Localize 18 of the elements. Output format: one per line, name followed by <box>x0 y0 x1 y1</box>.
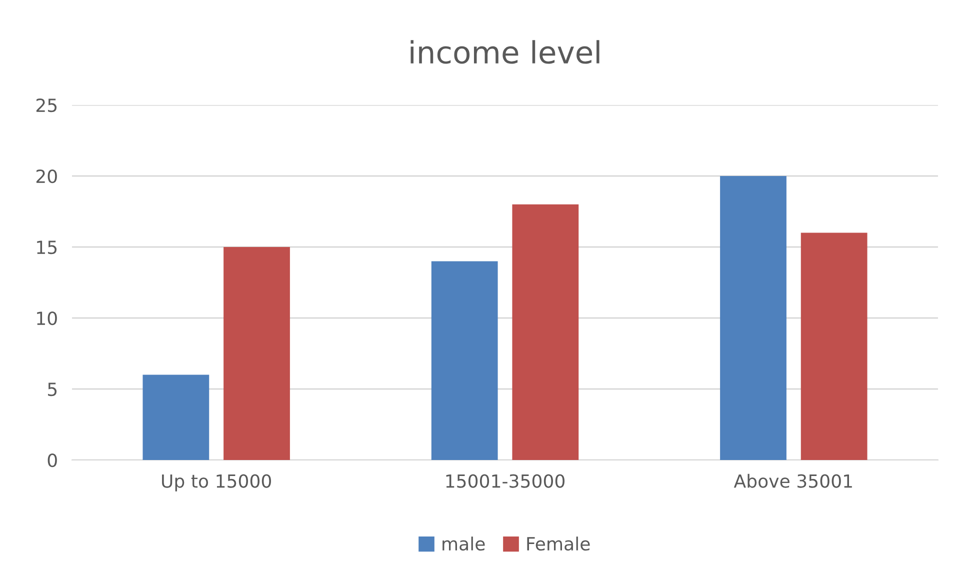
bar <box>142 374 210 460</box>
y-tick-label: 20 <box>36 169 57 184</box>
y-tick-label: 5 <box>48 382 57 396</box>
bar <box>720 176 786 460</box>
x-tick-label: 15001-35000 <box>446 474 564 488</box>
y-tick-label: 10 <box>37 311 57 326</box>
bar <box>224 247 290 460</box>
bar <box>431 261 498 460</box>
x-tick-label: Above 35001 <box>734 474 852 488</box>
chart-title: income level <box>410 40 600 64</box>
x-tick-label: Up to 15000 <box>162 474 271 492</box>
legend-label: Female <box>527 536 590 551</box>
legend-label: male <box>442 536 485 551</box>
bar <box>800 232 868 460</box>
y-tick-label: 15 <box>37 240 57 254</box>
y-tick-label: 25 <box>36 98 57 112</box>
bar <box>512 204 579 460</box>
y-tick-label: 0 <box>48 453 57 468</box>
